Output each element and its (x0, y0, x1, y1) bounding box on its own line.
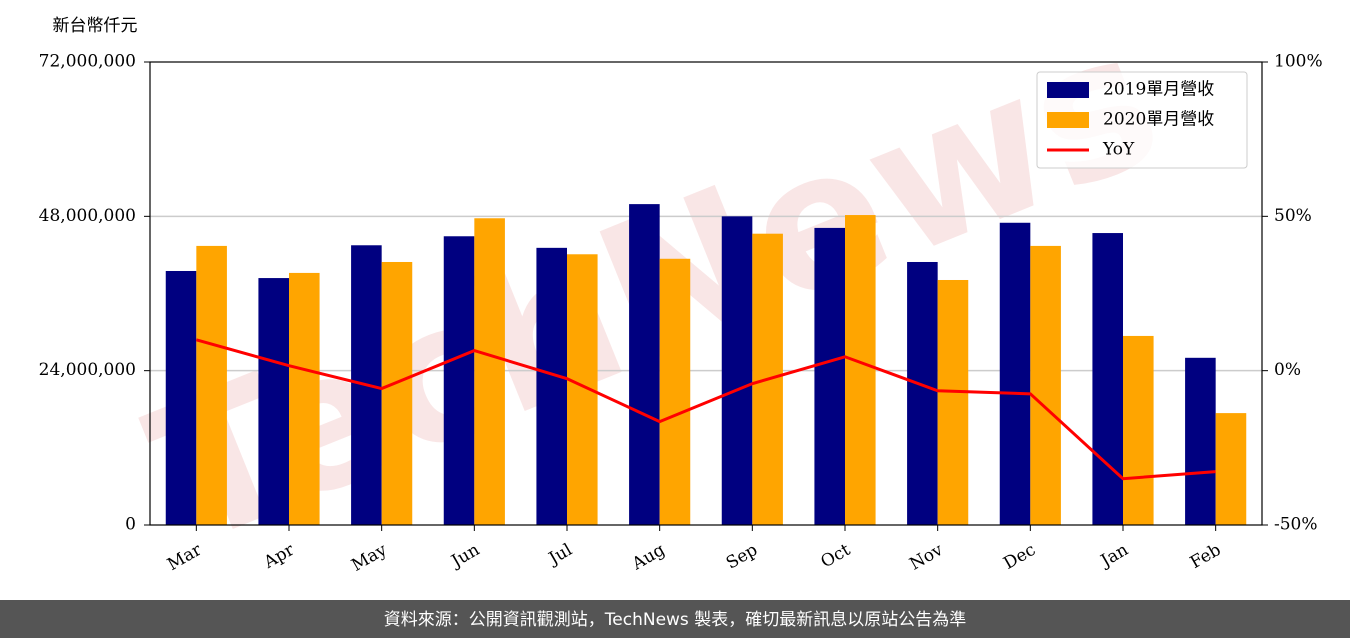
bar (907, 261, 938, 525)
legend-swatch (1047, 112, 1089, 128)
bar (474, 218, 505, 525)
y-tick-label: 24,000,000 (39, 360, 136, 380)
bar (937, 279, 969, 525)
y-tick-label: 48,000,000 (39, 206, 136, 226)
bar (1185, 357, 1216, 525)
y-axis-label: 新台幣仟元 (53, 16, 138, 36)
bar (381, 261, 413, 525)
legend-label: YoY (1102, 140, 1135, 160)
y-tick-label: 0 (125, 515, 136, 535)
bar (814, 227, 845, 526)
bar (1030, 245, 1061, 526)
legend-label: 2019單月營收 (1103, 80, 1214, 100)
plot-frame (149, 61, 1263, 526)
legend-box (1036, 71, 1248, 169)
bar (165, 270, 197, 525)
footer-band (0, 600, 1350, 638)
y2-tick-label: 100% (1274, 52, 1323, 72)
bar (258, 278, 289, 525)
legend: 2019單月營收 2020單月營收 YoY (1036, 71, 1248, 169)
bar (1092, 233, 1123, 525)
footer: 資料來源：公開資訊觀測站，TechNews 製表，確切最新訊息以原站公告為準 (384, 610, 966, 630)
bar (289, 272, 320, 525)
legend-swatch (1047, 82, 1089, 98)
y2-tick-label: 50% (1274, 206, 1312, 226)
y2-tick-label: 0% (1274, 360, 1301, 380)
y2-tick-label: -50% (1274, 515, 1318, 535)
bar (1123, 335, 1154, 525)
legend-label: 2020單月營收 (1103, 110, 1214, 130)
bar (999, 222, 1031, 525)
bar (1215, 413, 1247, 525)
bar (721, 216, 753, 526)
bar (659, 258, 691, 525)
bar (536, 247, 567, 525)
bar (845, 215, 876, 525)
bar (629, 204, 660, 525)
y-tick-label: 72,000,000 (39, 52, 136, 72)
bar (443, 236, 475, 525)
yoy-line (195, 338, 1216, 481)
bar (196, 245, 227, 526)
